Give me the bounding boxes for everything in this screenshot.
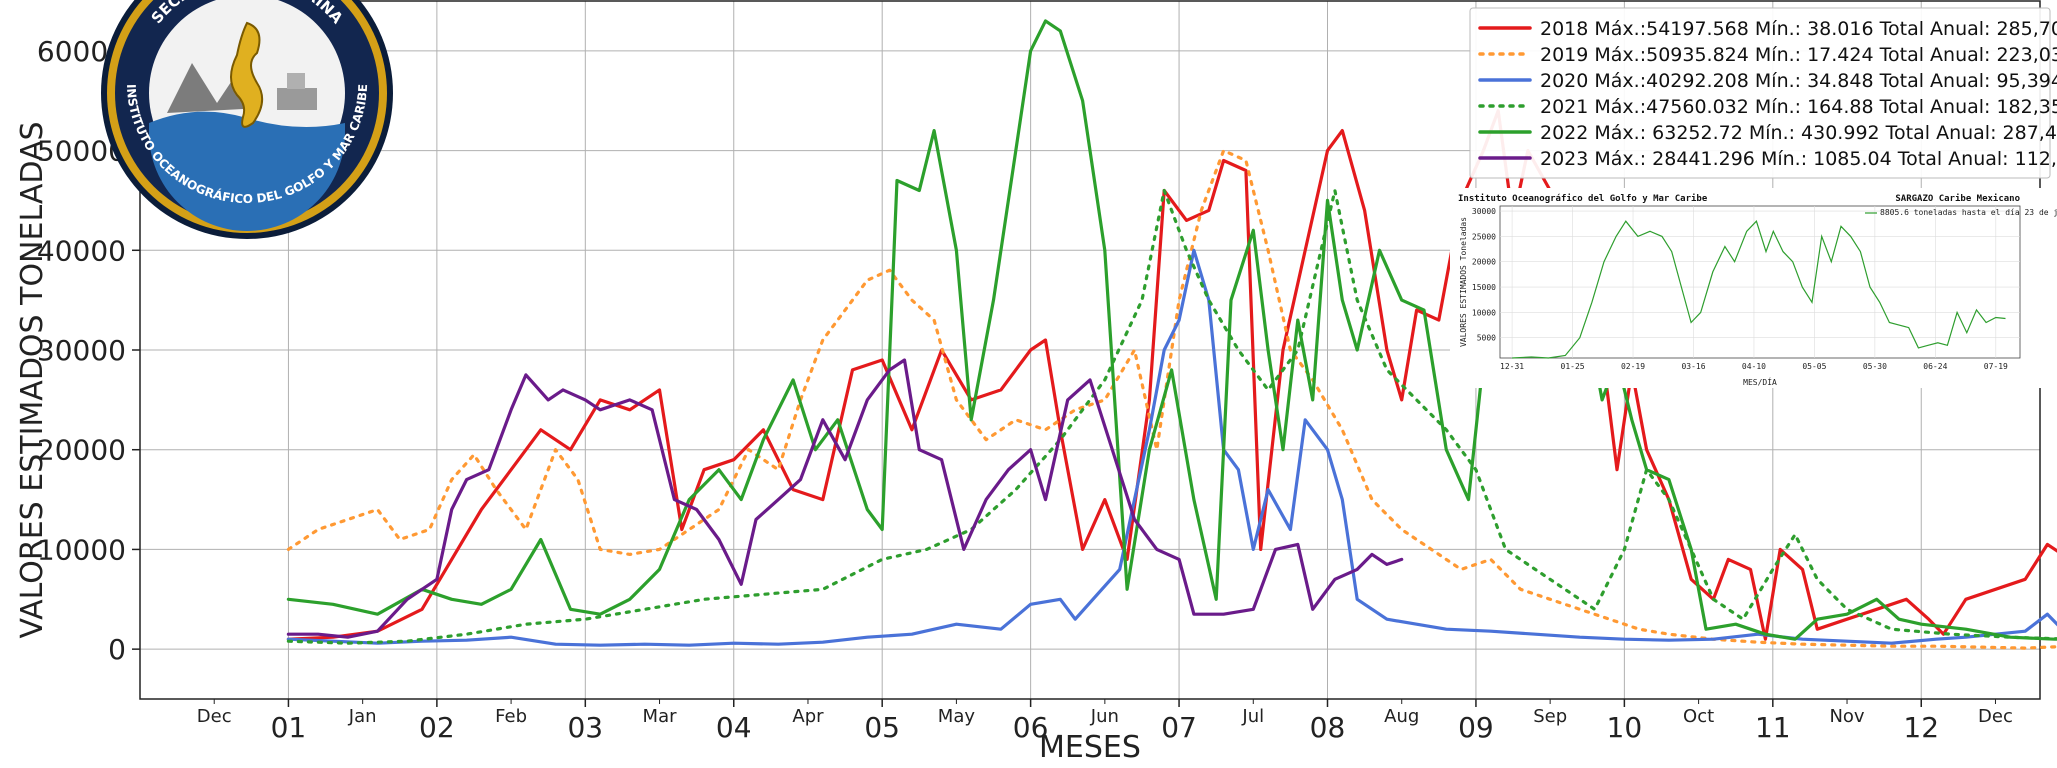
series-lines [286, 19, 2057, 650]
x-tick-label: 09 [1458, 711, 1494, 744]
x-tick-label: 11 [1755, 711, 1791, 744]
inset-y-tick-label: 10000 [1472, 308, 1496, 317]
month-tick-labels: Dec Jan Feb Mar Apr May Jun Jul Aug Sep Oct Nov Dec [197, 706, 2013, 727]
month-tick-label: Mar [643, 706, 678, 727]
month-tick-label: Sep [1533, 706, 1567, 727]
legend-box [1469, 7, 2051, 179]
legend-entry: 2018 Máx.:54197.568 Mín.: 38.016 Total A… [1540, 18, 2057, 40]
y-tick-label: 10000 [37, 533, 126, 566]
inset-background [1450, 188, 2050, 388]
month-tick-label: Jan [348, 706, 377, 727]
y-tick-label: 20000 [37, 434, 126, 467]
series-line [286, 19, 2057, 641]
x-tick-label: 04 [716, 711, 752, 744]
month-tick-label: Nov [1829, 706, 1864, 727]
y-axis-title: VALORES ESTIMADOS TONELADAS [15, 121, 50, 638]
inset-x-axis-title: MES/DÍA [1743, 376, 1777, 387]
month-tick-label: Dec [197, 706, 232, 727]
legend-entry: 2019 Máx.:50935.824 Mín.: 17.424 Total A… [1540, 44, 2057, 66]
x-axis-title: MESES [1039, 730, 1141, 765]
legend-entry: 2023 Máx.: 28441.296 Mín.: 1085.04 Total… [1540, 148, 2057, 170]
x-tick-labels: 01 02 03 04 05 06 07 08 09 10 11 12 [271, 711, 1939, 744]
legend: 2018 Máx.:54197.568 Mín.: 38.016 Total A… [1469, 7, 2057, 179]
x-tick-label: 08 [1310, 711, 1346, 744]
x-tick-label: 03 [567, 711, 603, 744]
legend-entry: 2020 Máx.:40292.208 Mín.: 34.848 Total A… [1540, 70, 2057, 92]
month-tick-label: Dec [1978, 706, 2013, 727]
series-line [286, 358, 1404, 639]
inset-x-tick-label: 02-19 [1621, 362, 1645, 371]
x-tick-label: 02 [419, 711, 455, 744]
inset-x-tick-label: 03-16 [1681, 362, 1705, 371]
series-line [286, 188, 2057, 645]
legend-entry: 2022 Máx.: 63252.72 Mín.: 430.992 Total … [1540, 122, 2057, 144]
month-tick-label: Feb [495, 706, 527, 727]
inset-x-tick-label: 12-31 [1500, 362, 1524, 371]
x-tick-label: 07 [1161, 711, 1197, 744]
inset-x-tick-label: 07-19 [1984, 362, 2008, 371]
inset-ticks: 5000 10000 15000 20000 25000 30000 12-31 01-25 0… [1472, 207, 2008, 371]
inset-title-left: Instituto Oceanográfico del Golfo y Mar … [1458, 193, 1708, 204]
month-tick-label: Apr [792, 706, 824, 727]
inset-x-tick-label: 05-30 [1863, 362, 1887, 371]
inset-y-tick-label: 25000 [1472, 232, 1496, 241]
inset-title-right: SARGAZO Caribe Mexicano [1895, 193, 2020, 204]
inset-y-axis-title: VALORES ESTIMADOS Toneladas [1459, 217, 1468, 347]
inset-x-tick-label: 06-24 [1923, 362, 1947, 371]
y-tick-label: 40000 [37, 234, 126, 267]
series-line [286, 109, 2057, 641]
inset-x-tick-label: 05-05 [1802, 362, 1826, 371]
inset-x-tick-label: 04-10 [1742, 362, 1766, 371]
inset-y-tick-label: 20000 [1472, 258, 1496, 267]
x-tick-label: 12 [1903, 711, 1939, 744]
inset-y-tick-label: 15000 [1472, 283, 1496, 292]
month-tick-label: May [938, 706, 976, 727]
inset-plot-frame [1499, 205, 2021, 359]
x-tick-label: 01 [271, 711, 307, 744]
y-tick-label: 0 [108, 633, 126, 666]
series-line [286, 149, 2057, 650]
inset-legend-text: 8805.6 toneladas hasta el día 23 de juli… [1880, 208, 2057, 217]
month-tick-label: Jul [1241, 706, 1264, 727]
series-line [286, 248, 2057, 647]
inset-chart: Instituto Oceanográfico del Golfo y Mar … [1450, 188, 2057, 388]
x-tick-label: 06 [1013, 711, 1049, 744]
x-tick-label: 05 [864, 711, 900, 744]
x-tick-label: 10 [1607, 711, 1643, 744]
secretaria-de-marina-logo: SECRETARÍA DE MARINA INSTITUTO OCEANOGRÁ… [101, 0, 393, 239]
inset-y-tick-label: 5000 [1477, 334, 1496, 343]
legend-entry: 2021 Máx.:47560.032 Mín.: 164.88 Total A… [1540, 96, 2057, 118]
inset-grid [1500, 206, 2020, 358]
month-tick-label: Oct [1683, 706, 1714, 727]
inset-x-tick-label: 01-25 [1561, 362, 1585, 371]
inset-y-tick-label: 30000 [1472, 207, 1496, 216]
month-tick-label: Jun [1090, 706, 1119, 727]
month-tick-label: Aug [1384, 706, 1419, 727]
y-tick-label: 30000 [37, 334, 126, 367]
inset-series-line [1512, 220, 2006, 359]
